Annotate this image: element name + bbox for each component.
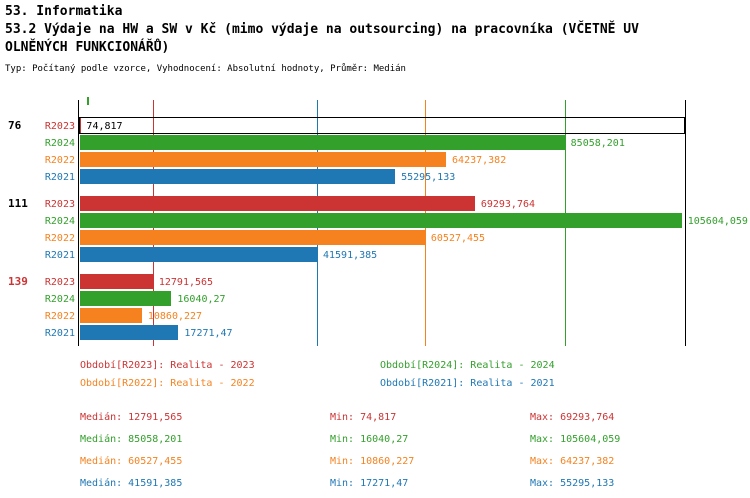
series-label-76-r2022: R2022: [44, 155, 75, 166]
group-label-139: 139: [8, 275, 28, 288]
stat-min-r2022: Min: 10860,227: [330, 456, 415, 467]
bar-76-r2021[interactable]: [80, 169, 396, 184]
axis-top-tick: [87, 97, 89, 105]
value-label-111-r2021: 41591,385: [322, 250, 378, 261]
bar-139-r2023[interactable]: [80, 274, 153, 289]
value-label-76-r2021: 55295,133: [401, 172, 456, 183]
series-label-111-r2023: R2023: [44, 199, 75, 210]
stat-min-r2023: Min: 74,817: [330, 412, 397, 423]
series-label-111-r2022: R2022: [44, 233, 75, 244]
stat-median-r2022: Medián: 60527,455: [80, 456, 183, 467]
value-label-111-r2023: 69293,764: [480, 199, 536, 210]
value-label-139-r2021: 17271,47: [184, 328, 233, 339]
series-label-76-r2024: R2024: [44, 138, 75, 149]
stat-max-r2023: Max: 69293,764: [530, 412, 615, 423]
legend-item-r2024: Období[R2024]: Realita - 2024: [380, 360, 555, 371]
page-title: 53. Informatika: [5, 4, 123, 19]
stat-median-r2023: Medián: 12791,565: [80, 412, 183, 423]
bar-111-r2024[interactable]: [80, 213, 682, 228]
bar-111-r2023[interactable]: [80, 196, 475, 211]
bar-76-r2024[interactable]: [80, 135, 565, 150]
series-label-139-r2021: R2021: [44, 328, 75, 339]
value-label-111-r2022: 60527,455: [430, 233, 486, 244]
series-label-111-r2024: R2024: [44, 216, 75, 227]
series-label-139-r2022: R2022: [44, 311, 75, 322]
stat-min-r2024: Min: 16040,27: [330, 434, 409, 445]
plot-area: 74,817 85058,201 64237,382 55295,133 69293,7…: [78, 97, 748, 346]
legend-item-r2022: Období[R2022]: Realita - 2022: [80, 378, 255, 389]
value-label-76-r2024: 85058,201: [570, 138, 625, 149]
bar-76-r2022[interactable]: [80, 152, 447, 167]
value-label-76-r2023: 74,817: [86, 121, 123, 132]
series-label-139-r2024: R2024: [44, 294, 75, 305]
selected-row-outline: [79, 117, 685, 134]
value-label-139-r2024: 16040,27: [177, 294, 226, 305]
stat-max-r2024: Max: 105604,059: [530, 434, 621, 445]
series-label-139-r2023: R2023: [44, 277, 75, 288]
bar-139-r2022[interactable]: [80, 308, 142, 323]
series-label-111-r2021: R2021: [44, 250, 75, 261]
stat-median-r2021: Medián: 41591,385: [80, 478, 183, 489]
group-label-111: 111: [8, 197, 28, 210]
value-label-76-r2022: 64237,382: [452, 155, 507, 166]
indicator-title-line1: 53.2 Výdaje na HW a SW v Kč (mimo výdaje…: [5, 22, 639, 37]
bar-139-r2021[interactable]: [80, 325, 179, 340]
legend-item-r2023: Období[R2023]: Realita - 2023: [80, 360, 255, 371]
stat-median-r2024: Medián: 85058,201: [80, 434, 183, 445]
series-label-76-r2021: R2021: [44, 172, 75, 183]
value-label-139-r2023: 12791,565: [158, 277, 214, 288]
value-label-139-r2022: 10860,227: [147, 311, 203, 322]
indicator-meta-text: Typ: Počítaný podle vzorce, Vyhodnocení:…: [5, 64, 406, 74]
stat-max-r2022: Max: 64237,382: [530, 456, 615, 467]
value-label-111-r2024: 105604,059: [687, 216, 748, 227]
bar-111-r2022[interactable]: [80, 230, 425, 245]
bar-111-r2021[interactable]: [80, 247, 317, 262]
stat-max-r2021: Max: 55295,133: [530, 478, 615, 489]
stat-min-r2021: Min: 17271,47: [330, 478, 409, 489]
indicator-title-line2: OLNĚNÝCH FUNKCIONÁŘŮ): [5, 40, 170, 55]
group-label-76: 76: [8, 119, 22, 132]
legend-item-r2021: Období[R2021]: Realita - 2021: [380, 378, 555, 389]
bar-139-r2024[interactable]: [80, 291, 172, 306]
series-label-76-r2023: R2023: [44, 121, 75, 132]
